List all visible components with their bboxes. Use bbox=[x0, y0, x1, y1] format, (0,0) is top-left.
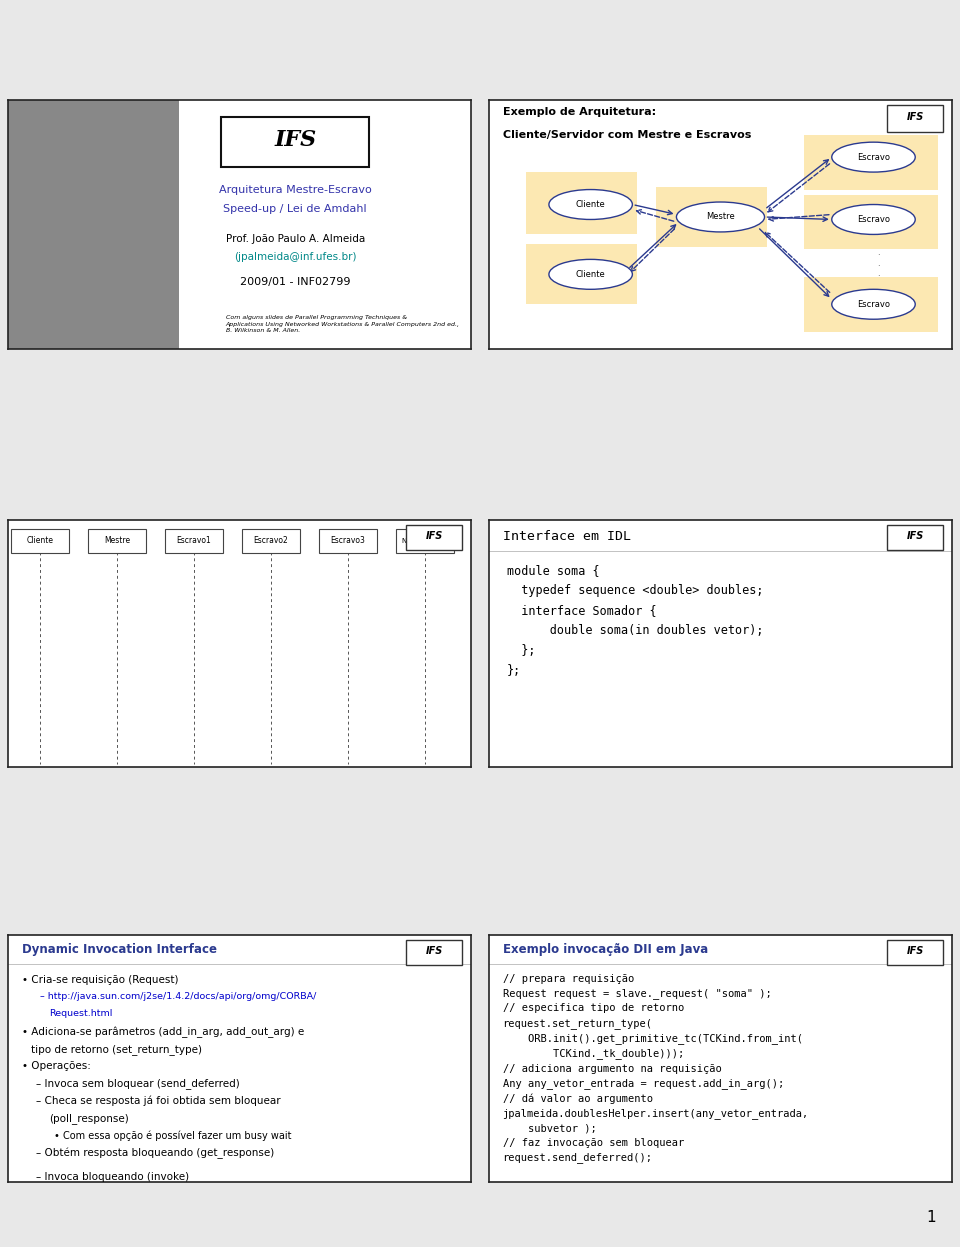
FancyBboxPatch shape bbox=[12, 529, 69, 554]
Text: • Com essa opção é possível fazer um busy wait: • Com essa opção é possível fazer um bus… bbox=[54, 1130, 292, 1141]
Bar bbox=[526, 244, 637, 304]
Text: Escravo2: Escravo2 bbox=[253, 536, 288, 545]
FancyBboxPatch shape bbox=[406, 525, 462, 550]
FancyBboxPatch shape bbox=[242, 529, 300, 554]
Text: // prepara requisição
Request request = slave._request( "soma" );
// especifica : // prepara requisição Request request = … bbox=[502, 974, 809, 1163]
Text: • Cria-se requisição (Request): • Cria-se requisição (Request) bbox=[21, 975, 179, 985]
FancyBboxPatch shape bbox=[396, 529, 454, 554]
Text: Escravo: Escravo bbox=[857, 214, 890, 224]
Text: Dynamic Invocation Interface: Dynamic Invocation Interface bbox=[21, 943, 217, 955]
Bar bbox=[526, 172, 637, 234]
Text: Escravo1: Escravo1 bbox=[177, 536, 211, 545]
Text: (poll_response): (poll_response) bbox=[49, 1114, 130, 1124]
Text: – Invoca sem bloquear (send_deferred): – Invoca sem bloquear (send_deferred) bbox=[36, 1079, 239, 1090]
Bar bbox=[804, 135, 939, 190]
Ellipse shape bbox=[831, 289, 915, 319]
Text: – Obtém resposta bloqueando (get_response): – Obtém resposta bloqueando (get_respons… bbox=[36, 1147, 274, 1158]
Text: IFS: IFS bbox=[274, 128, 316, 151]
Text: module soma {
  typedef sequence <double> doubles;
  interface Somador {
      d: module soma { typedef sequence <double> … bbox=[507, 565, 764, 677]
Ellipse shape bbox=[677, 202, 764, 232]
Text: Cliente: Cliente bbox=[576, 200, 606, 209]
Text: Cliente: Cliente bbox=[576, 269, 606, 279]
Text: 1: 1 bbox=[926, 1210, 936, 1225]
Text: IFS: IFS bbox=[425, 531, 443, 541]
Text: Arquitetura Mestre-Escravo: Arquitetura Mestre-Escravo bbox=[219, 185, 372, 195]
FancyBboxPatch shape bbox=[221, 117, 370, 167]
Ellipse shape bbox=[831, 142, 915, 172]
Text: Exemplo de Arquitetura:: Exemplo de Arquitetura: bbox=[502, 107, 656, 117]
Text: IFS: IFS bbox=[425, 946, 443, 956]
Ellipse shape bbox=[549, 190, 633, 219]
Text: – Checa se resposta já foi obtida sem bloquear: – Checa se resposta já foi obtida sem bl… bbox=[36, 1096, 280, 1106]
Bar bbox=[804, 195, 939, 249]
Text: IFS: IFS bbox=[906, 946, 924, 956]
Text: IFS: IFS bbox=[906, 112, 924, 122]
Text: • Adiciona-se parâmetros (add_in_arg, add_out_arg) e: • Adiciona-se parâmetros (add_in_arg, ad… bbox=[21, 1026, 304, 1038]
Text: tipo de retorno (set_return_type): tipo de retorno (set_return_type) bbox=[31, 1044, 202, 1055]
Text: Request.html: Request.html bbox=[49, 1009, 112, 1019]
Text: Mestre: Mestre bbox=[707, 212, 734, 222]
FancyBboxPatch shape bbox=[887, 105, 943, 132]
Text: Speed-up / Lei de Amdahl: Speed-up / Lei de Amdahl bbox=[224, 205, 367, 214]
Text: Escravo: Escravo bbox=[857, 299, 890, 309]
Text: Cliente/Servidor com Mestre e Escravos: Cliente/Servidor com Mestre e Escravos bbox=[502, 130, 751, 140]
Ellipse shape bbox=[549, 259, 633, 289]
Text: Cliente: Cliente bbox=[27, 536, 54, 545]
Text: Escravo: Escravo bbox=[857, 152, 890, 162]
FancyBboxPatch shape bbox=[88, 529, 146, 554]
FancyBboxPatch shape bbox=[165, 529, 223, 554]
Text: Interface em IDL: Interface em IDL bbox=[502, 530, 631, 542]
Text: 2009/01 - INF02799: 2009/01 - INF02799 bbox=[240, 277, 350, 287]
Text: Exemplo invocação DII em Java: Exemplo invocação DII em Java bbox=[502, 943, 708, 955]
Text: IFS: IFS bbox=[906, 531, 924, 541]
FancyBboxPatch shape bbox=[887, 940, 943, 965]
Text: Com alguns slides de Parallel Programming Techniques &
Applications Using Networ: Com alguns slides de Parallel Programmin… bbox=[226, 315, 460, 333]
Text: – http://java.sun.com/j2se/1.4.2/docs/api/org/omg/CORBA/: – http://java.sun.com/j2se/1.4.2/docs/ap… bbox=[40, 993, 317, 1001]
Bar bbox=[656, 187, 767, 247]
Text: (jpalmeida@inf.ufes.br): (jpalmeida@inf.ufes.br) bbox=[234, 252, 356, 262]
Ellipse shape bbox=[831, 205, 915, 234]
Text: • Operações:: • Operações: bbox=[21, 1061, 90, 1071]
Bar bbox=[8, 100, 180, 349]
Text: .
.
.: . . . bbox=[876, 248, 879, 278]
Bar bbox=[804, 277, 939, 332]
Text: Escravo3: Escravo3 bbox=[330, 536, 366, 545]
Text: – Invoca bloqueando (invoke): – Invoca bloqueando (invoke) bbox=[36, 1172, 188, 1182]
Text: NameService: NameService bbox=[402, 537, 448, 544]
FancyBboxPatch shape bbox=[319, 529, 377, 554]
FancyBboxPatch shape bbox=[887, 525, 943, 550]
Text: Prof. João Paulo A. Almeida: Prof. João Paulo A. Almeida bbox=[226, 234, 365, 244]
FancyBboxPatch shape bbox=[406, 940, 462, 965]
Text: Mestre: Mestre bbox=[104, 536, 131, 545]
